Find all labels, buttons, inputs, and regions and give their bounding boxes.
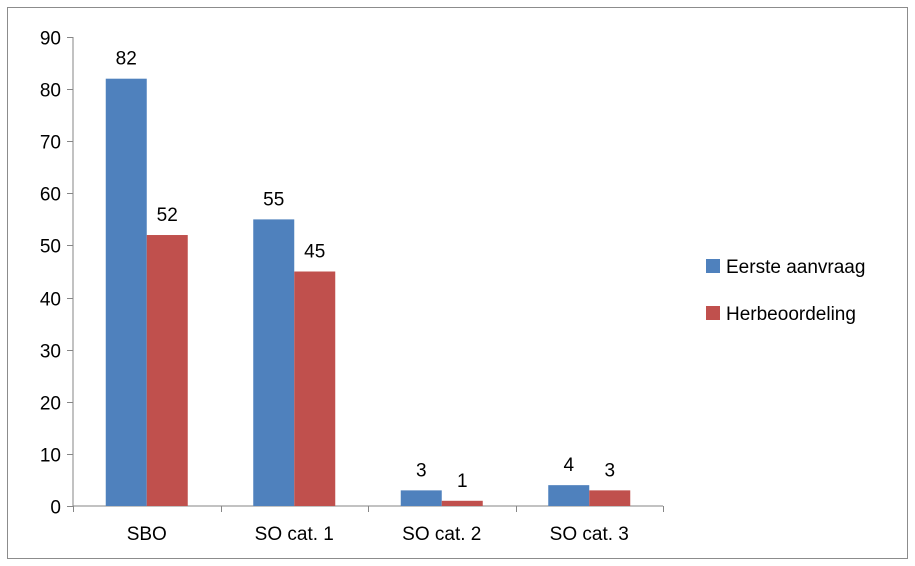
y-tick-label: 60 [40,185,61,206]
legend-label: Herbeoordeling [726,304,856,325]
bar [441,500,483,506]
data-label: 55 [263,189,284,210]
data-label: 3 [604,460,615,481]
bar [548,485,590,506]
legend-swatch [706,259,720,273]
bar [105,78,147,506]
y-tick-label: 50 [40,237,61,258]
bar [146,235,188,506]
data-label: 3 [416,460,427,481]
axes: 0 10 20 30 40 50 60 70 80 90 SBO SO cat. 1 SO cat. 2… [40,29,664,545]
y-tick-label: 10 [40,446,61,467]
y-tick-label: 40 [40,290,61,311]
y-tick-label: 0 [50,498,61,519]
bars [105,78,631,506]
y-tick-label: 70 [40,133,61,154]
y-tick-label: 30 [40,342,61,363]
y-tick-label: 90 [40,29,61,50]
data-label: 45 [304,242,325,263]
y-tick-label: 20 [40,394,61,415]
data-labels: 82 55 3 4 52 45 1 3 [116,49,615,492]
x-tick-label: SO cat. 1 [255,524,334,545]
legend: Eerste aanvraag Herbeoordeling [706,257,865,325]
bar [294,271,336,506]
bar [253,219,295,506]
x-tick-label: SO cat. 2 [402,524,481,545]
y-tick-label: 80 [40,81,61,102]
legend-label: Eerste aanvraag [726,257,865,278]
data-label: 52 [157,205,178,226]
bar [589,490,631,506]
x-tick-label: SBO [127,524,167,545]
data-label: 4 [563,455,574,476]
x-tick-label: SO cat. 3 [550,524,629,545]
data-label: 82 [116,49,137,70]
data-label: 1 [457,471,468,492]
bar [400,490,442,506]
legend-swatch [706,306,720,320]
